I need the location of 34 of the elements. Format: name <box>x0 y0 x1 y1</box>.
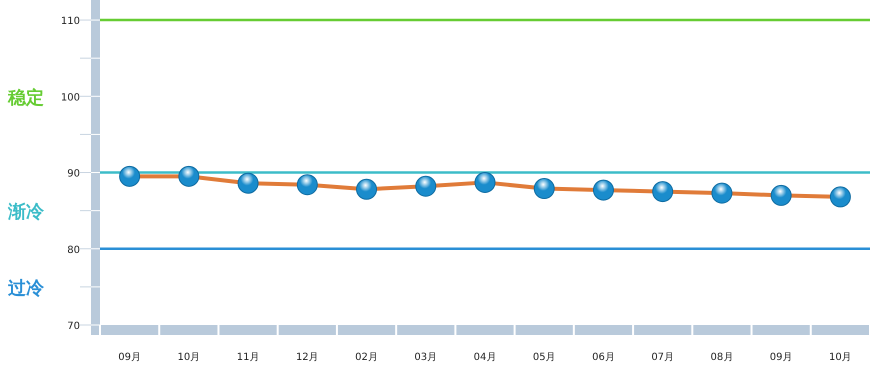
x-tick-label: 11月 <box>236 352 260 363</box>
point <box>178 166 200 187</box>
x-tick-label: 04月 <box>474 352 496 363</box>
point <box>474 172 496 193</box>
y-tick-label: 110 <box>60 16 80 28</box>
y-tick-label: 90 <box>67 168 80 180</box>
point <box>356 178 378 200</box>
x-tick-label: 07月 <box>651 352 674 363</box>
point <box>652 181 674 202</box>
x-tick-label: 10月 <box>829 352 852 363</box>
x-tick-label: 03月 <box>414 352 438 363</box>
x-tick-label: 12月 <box>296 352 319 363</box>
point <box>592 180 614 201</box>
text: 稳定 <box>7 87 44 108</box>
point <box>770 184 792 206</box>
x-tick-label: 08月 <box>710 352 734 363</box>
text: 过冷 <box>7 278 45 299</box>
y-tick-label: 100 <box>60 92 80 104</box>
x-tick-label: 09月 <box>118 352 141 363</box>
point <box>534 178 555 200</box>
x-tick-label: 05月 <box>532 352 556 363</box>
x-tick-label: 06月 <box>592 352 615 363</box>
y-tick-label: 80 <box>67 244 80 256</box>
text: 渐冷 <box>7 202 45 223</box>
point <box>830 186 851 208</box>
point <box>415 176 436 197</box>
point <box>238 172 259 194</box>
point <box>711 182 732 204</box>
point <box>119 166 140 187</box>
x-tick-label: 09月 <box>770 352 793 363</box>
point <box>296 174 318 196</box>
x-tick-label: 10月 <box>177 352 200 363</box>
x-tick-label: 02月 <box>355 352 378 363</box>
y-tick-label: 70 <box>67 321 80 332</box>
